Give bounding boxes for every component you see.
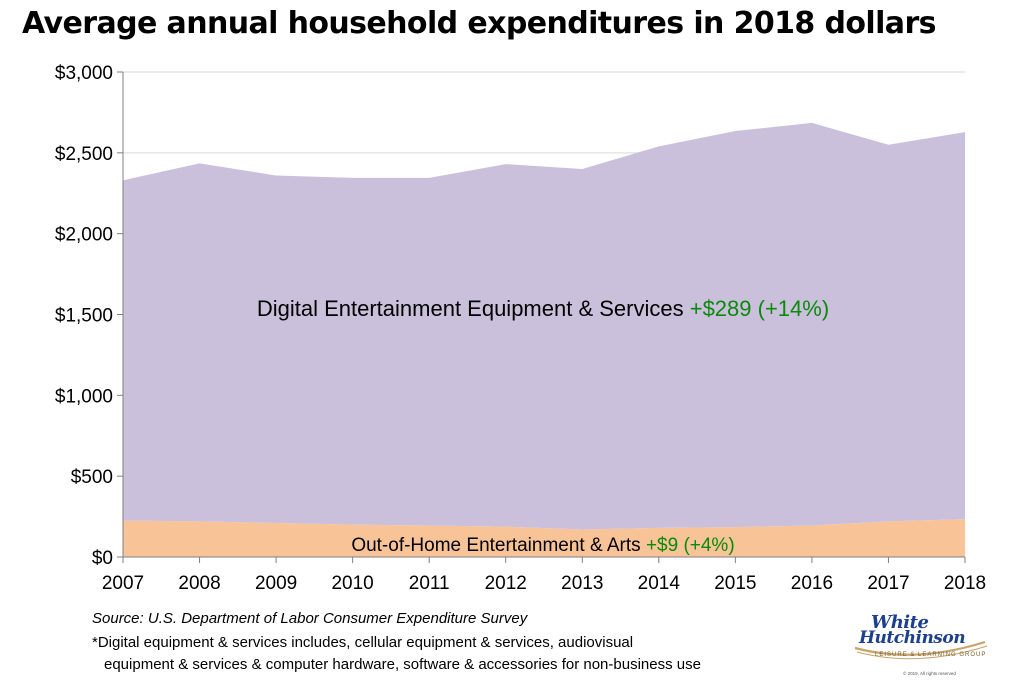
y-tick-label: $500 — [71, 467, 113, 488]
x-tick-label: 2013 — [561, 573, 603, 594]
logo-tagline: LEISURE & LEARNING GROUP — [875, 652, 987, 658]
area-digital — [123, 122, 965, 530]
y-tick-label: $2,000 — [55, 225, 113, 246]
series-label-digital: Digital Entertainment Equipment & Servic… — [257, 296, 829, 321]
y-tick-label: $3,000 — [55, 63, 113, 84]
x-tick-label: 2017 — [867, 573, 909, 594]
y-axis-ticks: $0 $500 $1,000 $1,500 $2,000 $2,500 $3,000 — [55, 63, 123, 569]
series-label-out-of-home: Out-of-Home Entertainment & Arts +$9 (+4… — [351, 535, 734, 556]
x-tick-label: 2015 — [714, 573, 756, 594]
y-tick-label: $1,500 — [55, 306, 113, 327]
y-tick-label: $2,500 — [55, 144, 113, 165]
series-change-digital: +$289 (+14%) — [690, 296, 829, 321]
chart-title: Average annual household expenditures in… — [22, 6, 936, 41]
footnote-line-2: equipment & services & computer hardware… — [104, 656, 701, 673]
y-tick-label: $0 — [92, 548, 113, 569]
logo-text-hutchinson: Hutchinson — [859, 628, 966, 648]
x-tick-label: 2008 — [178, 573, 220, 594]
x-tick-label: 2011 — [409, 573, 450, 594]
logo-copyright: © 2019, All rights reserved — [903, 671, 956, 676]
series-labels: Digital Entertainment Equipment & Servic… — [257, 296, 829, 556]
x-tick-label: 2007 — [102, 573, 144, 594]
logo-swoosh-icon — [854, 640, 988, 660]
series-change-out-of-home: +$9 (+4%) — [646, 535, 735, 556]
source-note: Source: U.S. Department of Labor Consume… — [92, 610, 528, 627]
logo-text-white: White — [871, 612, 929, 633]
x-tick-label: 2012 — [485, 573, 527, 594]
area-series — [123, 122, 965, 557]
footnote-line-1: *Digital equipment & services includes, … — [92, 634, 634, 651]
x-tick-label: 2010 — [331, 573, 373, 594]
x-axis-ticks: 2007 2008 2009 2010 2011 2012 2013 2014 2015 2016… — [102, 557, 986, 594]
series-name-digital: Digital Entertainment Equipment & Servic… — [257, 296, 690, 321]
white-hutchinson-logo: White Hutchinson LEISURE & LEARNING GROU… — [845, 612, 995, 678]
series-name-out-of-home: Out-of-Home Entertainment & Arts — [351, 535, 646, 556]
y-tick-label: $1,000 — [55, 386, 113, 407]
x-tick-label: 2018 — [944, 573, 986, 594]
x-tick-label: 2009 — [255, 573, 297, 594]
area-chart: $0 $500 $1,000 $1,500 $2,000 $2,500 $3,000 200… — [55, 63, 986, 594]
area-out-of-home — [123, 519, 965, 557]
x-tick-label: 2014 — [638, 573, 681, 594]
x-tick-label: 2016 — [791, 573, 833, 594]
